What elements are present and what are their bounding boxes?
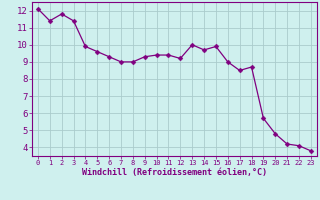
X-axis label: Windchill (Refroidissement éolien,°C): Windchill (Refroidissement éolien,°C) (82, 168, 267, 177)
